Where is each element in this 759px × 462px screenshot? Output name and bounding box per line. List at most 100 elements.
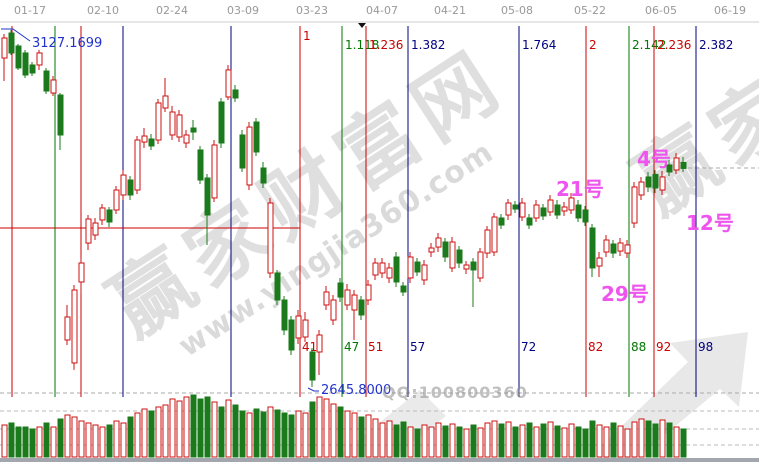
candle <box>239 134 246 169</box>
volume-bar <box>64 414 71 458</box>
volume-bar <box>519 424 526 458</box>
candle <box>246 126 253 186</box>
day-annotation: 21号 <box>556 177 604 201</box>
candle <box>575 204 582 219</box>
volume-bar <box>400 421 407 458</box>
day-annotation: 12号 <box>686 211 734 235</box>
volume-bar <box>631 421 638 458</box>
candle <box>400 285 407 293</box>
volume-bar <box>463 428 470 458</box>
volume-bar <box>169 398 176 458</box>
volume-bar <box>239 410 246 458</box>
candle <box>337 282 344 298</box>
candle <box>386 267 393 279</box>
gann-day-label: 57 <box>410 340 425 354</box>
gann-ratio-label: 2.382 <box>699 38 733 52</box>
volume-bar <box>344 410 351 458</box>
volume-bar <box>134 412 141 458</box>
candle <box>120 174 127 196</box>
volume-bar <box>673 426 680 458</box>
candle <box>638 181 645 196</box>
gann-day-label: 88 <box>631 340 646 354</box>
candle <box>435 237 442 248</box>
volume-bar <box>435 422 442 458</box>
volume-bar <box>666 422 673 458</box>
candle <box>127 179 134 196</box>
volume-bar <box>302 412 309 458</box>
volume-bar <box>561 427 568 458</box>
candle <box>631 186 638 224</box>
candle <box>155 102 162 141</box>
volume-bar <box>211 401 218 458</box>
volume-bar <box>568 423 575 458</box>
volume-bar <box>505 421 512 458</box>
volume-bar <box>547 421 554 458</box>
high-price-label: 3127.1699 <box>32 36 102 51</box>
gann-ratio-label: 1.764 <box>522 38 556 52</box>
candle <box>57 94 64 136</box>
candle <box>1 37 8 59</box>
candle <box>190 127 197 133</box>
candle <box>659 176 666 191</box>
volume-bar <box>36 426 43 458</box>
volume-bar <box>659 419 666 458</box>
candle <box>232 89 239 99</box>
candle <box>470 261 477 271</box>
date-label: 06-19 <box>714 4 746 17</box>
candle <box>442 241 449 258</box>
triangle-marker <box>358 23 366 28</box>
volume-bar <box>22 426 29 458</box>
gann-ratio-label: 1.382 <box>411 38 445 52</box>
gann-ratio-label: 2 <box>589 38 597 52</box>
volume-bar <box>575 426 582 458</box>
candle <box>428 247 435 253</box>
date-label: 01-17 <box>14 4 46 17</box>
candle <box>666 164 673 173</box>
candle <box>610 243 617 254</box>
candle <box>302 319 309 338</box>
volume-bar <box>379 422 386 458</box>
candle <box>92 222 99 236</box>
candle <box>197 149 204 181</box>
candle <box>211 144 218 199</box>
date-label: 03-09 <box>227 4 259 17</box>
volume-bar <box>57 418 64 458</box>
bottom-strip <box>0 458 759 462</box>
candle <box>225 69 232 98</box>
volume-bar <box>176 400 183 458</box>
volume-bar <box>43 422 50 458</box>
volume-bar <box>155 406 162 458</box>
candle <box>379 262 386 274</box>
volume-bar <box>386 420 393 458</box>
candle <box>554 204 561 216</box>
volume-bar <box>610 422 617 458</box>
gann-ratio-label: 1.236 <box>369 38 403 52</box>
candle <box>99 207 106 221</box>
candle <box>330 299 337 321</box>
candle <box>36 52 43 66</box>
volume-bar <box>225 399 232 458</box>
volume-bar <box>246 412 253 458</box>
candle <box>29 64 36 74</box>
day-annotation: 4号 <box>637 147 671 171</box>
candle <box>680 161 687 169</box>
candle <box>456 249 463 264</box>
volume-bar <box>498 423 505 458</box>
volume-bar <box>162 404 169 458</box>
candle <box>176 114 183 138</box>
date-label: 03-23 <box>296 4 328 17</box>
volume-bar <box>470 424 477 458</box>
volume-bar <box>106 424 113 458</box>
volume-bar <box>99 426 106 458</box>
candle <box>547 199 554 213</box>
volume-bar <box>113 420 120 458</box>
gann-day-label: 47 <box>344 340 359 354</box>
candle <box>568 197 575 211</box>
volume-bar <box>617 425 624 458</box>
candle <box>603 239 610 253</box>
candle <box>78 262 85 283</box>
candle <box>533 204 540 219</box>
candle <box>134 139 141 191</box>
volume-bar <box>232 404 239 458</box>
